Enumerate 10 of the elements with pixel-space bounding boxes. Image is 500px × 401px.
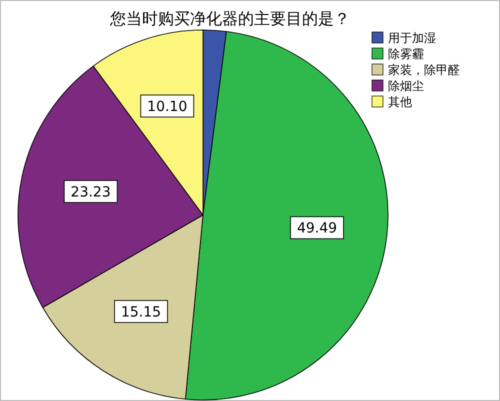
chart-title: 您当时购买净化器的主要目的是？ <box>109 9 350 28</box>
legend-label: 除烟尘 <box>388 79 424 93</box>
legend-label: 家装，除甲醛 <box>388 63 460 77</box>
legend-label: 除雾霾 <box>388 47 424 61</box>
data-label: 15.15 <box>120 304 162 320</box>
data-label: 10.10 <box>147 99 188 116</box>
legend-label: 用于加湿 <box>388 31 436 45</box>
legend-label: 其他 <box>388 95 412 109</box>
data-label: 49.49 <box>296 220 338 237</box>
data-label: 23.23 <box>70 184 111 201</box>
